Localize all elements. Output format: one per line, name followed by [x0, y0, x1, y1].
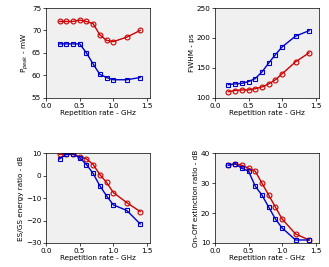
X-axis label: Repetition rate - GHz: Repetition rate - GHz [60, 255, 136, 261]
Y-axis label: P$_{peak}$ - mW: P$_{peak}$ - mW [19, 33, 31, 73]
Y-axis label: On-Off extinction ratio - dB: On-Off extinction ratio - dB [193, 150, 199, 247]
Y-axis label: FWHM - ps: FWHM - ps [189, 34, 195, 72]
X-axis label: Repetition rate - GHz: Repetition rate - GHz [229, 255, 305, 261]
X-axis label: Repetition rate - GHz: Repetition rate - GHz [229, 110, 305, 116]
X-axis label: Repetition rate - GHz: Repetition rate - GHz [60, 110, 136, 116]
Y-axis label: ES/GS energy ratio - dB: ES/GS energy ratio - dB [18, 156, 24, 241]
